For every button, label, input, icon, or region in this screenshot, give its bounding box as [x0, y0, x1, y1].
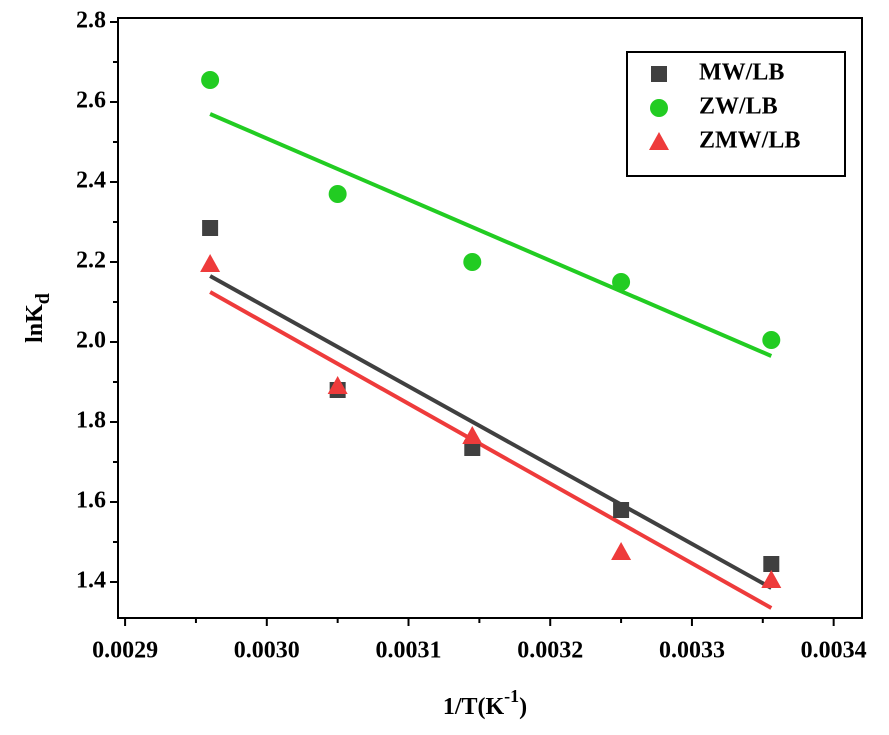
y-tick-label: 1.6	[76, 488, 106, 514]
x-tick-label: 0.0034	[801, 638, 867, 664]
x-tick-label: 0.0031	[376, 638, 442, 664]
legend-label: ZMW/LB	[699, 128, 800, 154]
x-tick-label: 0.0033	[659, 638, 725, 664]
marker-square	[613, 502, 630, 518]
marker-circle	[328, 185, 347, 203]
marker-triangle	[327, 376, 348, 394]
marker-circle	[762, 331, 781, 349]
y-tick-label: 2.2	[76, 248, 106, 274]
plot-frame	[117, 17, 863, 619]
y-tick-label: 1.8	[76, 408, 106, 434]
marker-triangle	[761, 570, 782, 588]
y-tick-label: 2.8	[76, 8, 106, 34]
fit-line	[209, 112, 773, 358]
marker-triangle	[649, 132, 669, 150]
y-axis-label: lnKd	[22, 293, 54, 343]
x-tick-label: 0.0030	[234, 638, 300, 664]
y-label-main: lnK	[22, 304, 48, 343]
marker-square	[651, 66, 667, 82]
legend-label: MW/LB	[699, 60, 784, 86]
marker-circle	[650, 99, 668, 117]
fit-line	[209, 290, 773, 610]
x-axis-label: 1/T(K-1)	[443, 686, 527, 719]
y-tick-label: 2.4	[76, 168, 106, 194]
marker-circle	[201, 71, 220, 89]
y-label-sub: d	[32, 293, 54, 304]
y-tick-label: 2.0	[76, 328, 106, 354]
marker-triangle	[200, 254, 221, 272]
x-tick-label: 0.0032	[517, 638, 583, 664]
marker-square	[202, 220, 219, 236]
marker-square	[763, 556, 780, 572]
fit-line	[209, 274, 773, 590]
y-tick-label: 2.6	[76, 88, 106, 114]
marker-circle	[612, 273, 631, 291]
x-label-sup: -1	[504, 686, 519, 706]
marker-triangle	[611, 542, 632, 560]
x-tick-label: 0.0029	[92, 638, 158, 664]
marker-circle	[463, 253, 482, 271]
y-tick-label: 1.4	[76, 568, 106, 594]
marker-triangle	[462, 426, 483, 444]
x-label-main: 1/T(K	[443, 694, 505, 720]
x-label-end: )	[519, 694, 527, 720]
legend-label: ZW/LB	[699, 94, 778, 120]
